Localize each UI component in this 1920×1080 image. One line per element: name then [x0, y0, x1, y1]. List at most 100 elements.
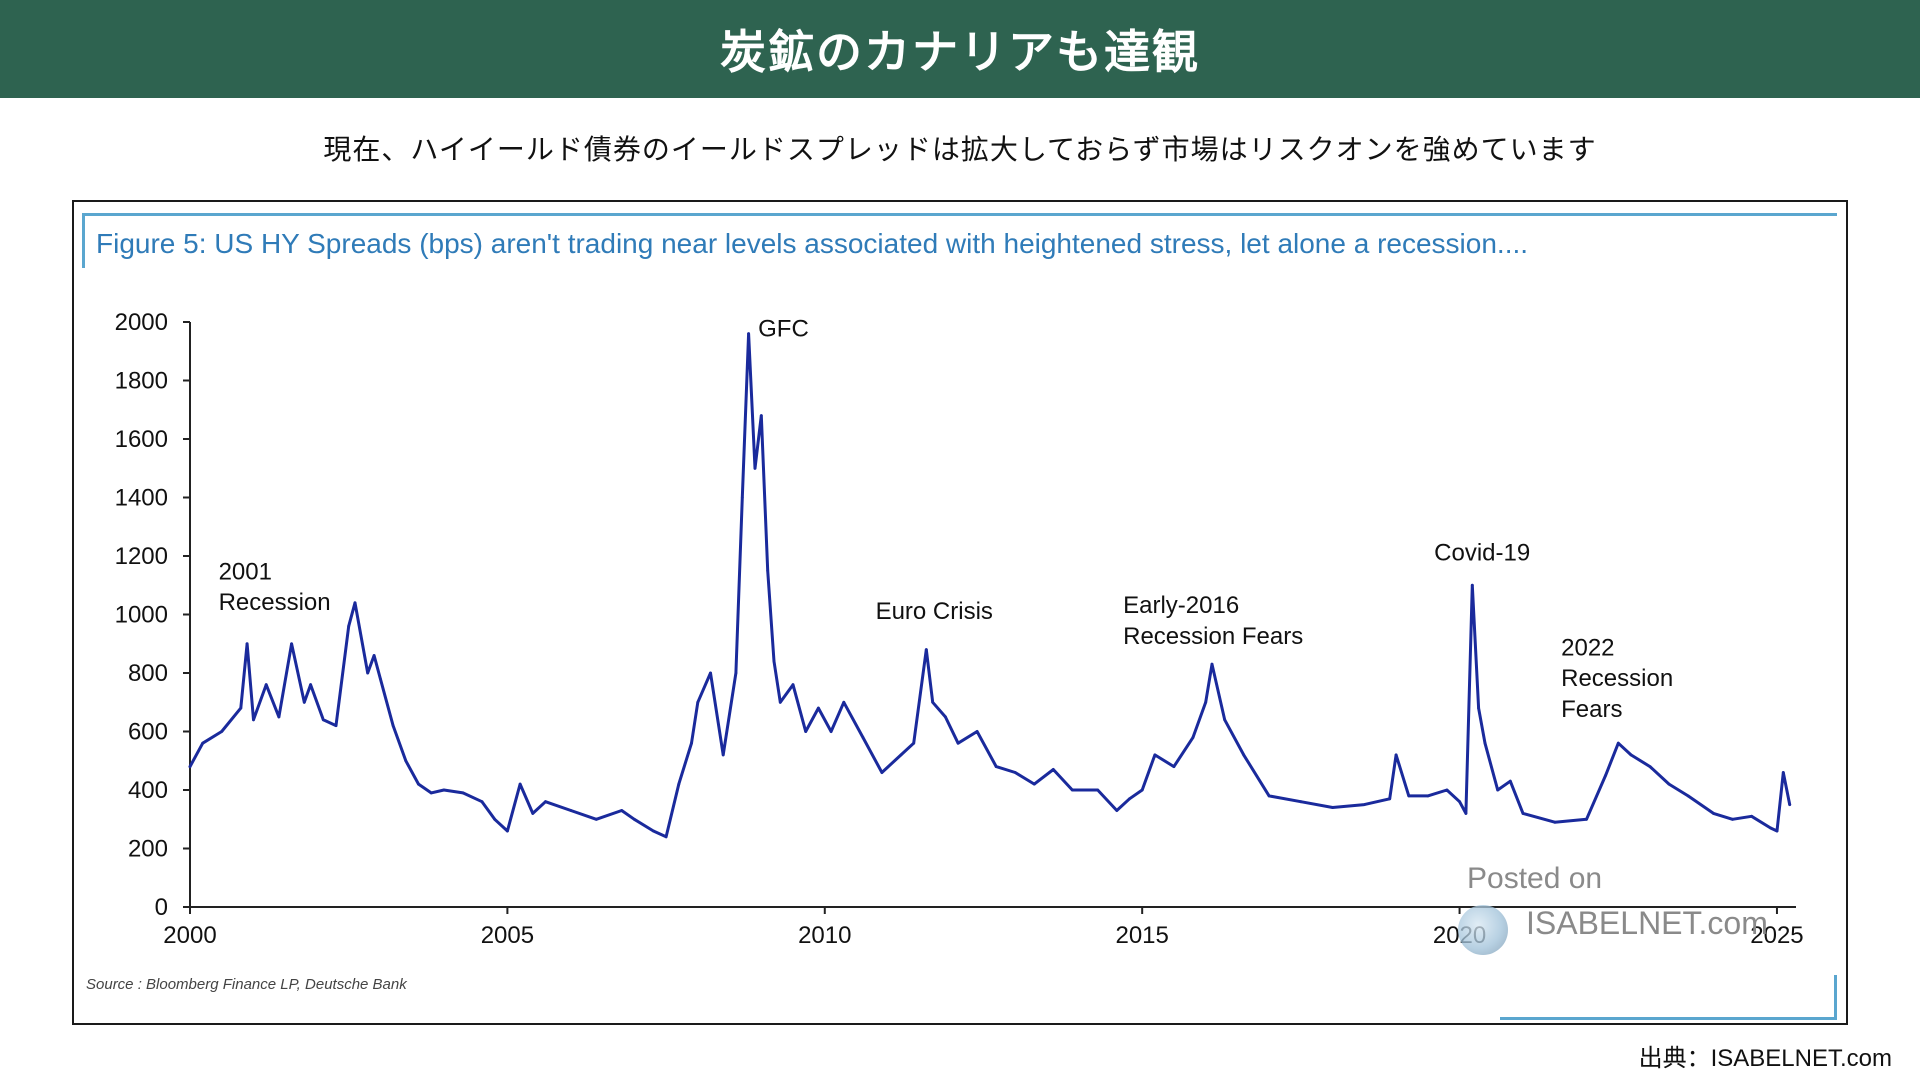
series-point: [1140, 788, 1144, 792]
event-annotation: Recession: [219, 589, 331, 616]
series-point: [1616, 741, 1620, 745]
series-point: [569, 809, 573, 812]
series-point: [804, 730, 808, 733]
series-point: [944, 715, 947, 719]
credit: 出典：ISABELNET.com: [1638, 1045, 1892, 1072]
series-point: [544, 800, 547, 804]
series-point: [391, 724, 395, 727]
event-annotation: 2001: [219, 558, 272, 585]
series-point: [721, 753, 725, 757]
event-annotation: Covid-19: [1434, 539, 1530, 566]
series-point: [817, 706, 820, 710]
y-tick-label: 1000: [115, 602, 168, 629]
y-tick-label: 400: [128, 777, 168, 804]
series-point: [334, 724, 338, 727]
series-point: [245, 642, 249, 646]
series-point: [1521, 812, 1525, 815]
series-point: [1426, 794, 1430, 798]
series-point: [690, 741, 693, 745]
series-point: [290, 642, 293, 646]
series-point: [1299, 800, 1303, 804]
series-point: [220, 730, 224, 733]
figure-bottom-rule: [1500, 1017, 1837, 1020]
figure-right-rule: [1834, 975, 1837, 1020]
series-point: [201, 741, 205, 745]
series-point: [772, 659, 776, 663]
series-point: [759, 414, 763, 417]
series-point: [1388, 797, 1392, 801]
series-point: [1769, 826, 1772, 830]
series-point: [1191, 736, 1195, 739]
series-point: [652, 829, 655, 833]
series-point: [880, 771, 884, 774]
y-tick-label: 200: [128, 836, 168, 863]
y-tick-label: 600: [128, 719, 168, 746]
series-point: [1629, 753, 1633, 757]
series-point: [1032, 782, 1036, 786]
series-point: [1223, 718, 1227, 722]
isabelnet-logo-icon: [1458, 905, 1508, 955]
series-point: [778, 700, 782, 704]
series-point: [1172, 765, 1176, 768]
series-point: [309, 683, 312, 687]
series-point: [829, 730, 833, 733]
page-title: 炭鉱のカナリアも達観: [0, 0, 1920, 98]
series-point: [1648, 765, 1652, 768]
series-point: [188, 765, 192, 768]
series-point: [1775, 829, 1779, 833]
x-tick-label: 2010: [798, 922, 851, 949]
series-point: [347, 624, 351, 628]
y-tick-label: 0: [155, 894, 168, 921]
series-point: [1242, 753, 1246, 757]
event-annotation: Fears: [1561, 696, 1622, 723]
series-point: [1470, 583, 1474, 587]
series-point: [1750, 814, 1753, 818]
series-point: [442, 788, 446, 792]
series-point: [677, 782, 681, 786]
figure-top-rule: [82, 213, 1837, 216]
series-point: [461, 791, 465, 795]
series-point: [1464, 812, 1468, 815]
series-point: [956, 741, 960, 745]
series-point: [1667, 782, 1671, 786]
series-point: [1477, 706, 1480, 710]
series-point: [994, 765, 998, 768]
series-point: [1585, 817, 1588, 821]
series-point: [1496, 788, 1500, 792]
x-tick-label: 2000: [163, 922, 216, 949]
y-tick-label: 1600: [115, 426, 168, 453]
event-annotation: GFC: [758, 316, 809, 343]
series-point: [620, 809, 624, 812]
series-point: [404, 759, 408, 763]
y-tick-label: 2000: [115, 309, 168, 336]
series-point: [1686, 794, 1690, 798]
watermark-posted-on: Posted on: [1467, 862, 1603, 895]
series-point: [1604, 774, 1607, 777]
series-point: [277, 715, 281, 719]
series-point: [1362, 803, 1366, 806]
series-point: [753, 466, 757, 470]
series-point: [1781, 771, 1785, 774]
event-annotation: Early-2016: [1123, 592, 1239, 619]
series-point: [912, 741, 916, 745]
series-point: [1013, 771, 1017, 774]
series-point: [1115, 809, 1119, 812]
event-annotation: Recession: [1561, 665, 1673, 692]
series-point: [353, 601, 357, 605]
series-point: [1788, 803, 1792, 806]
figure-frame: [72, 200, 1848, 1025]
series-point: [302, 700, 306, 704]
series-point: [321, 718, 325, 722]
event-annotation: Euro Crisis: [876, 598, 993, 625]
series-point: [531, 812, 535, 815]
series-point: [747, 332, 750, 336]
series-point: [899, 753, 903, 757]
series-point: [791, 683, 795, 687]
x-tick-label: 2015: [1115, 922, 1168, 949]
figure-title: Figure 5: US HY Spreads (bps) aren't tra…: [96, 228, 1529, 259]
series-point: [1458, 800, 1461, 804]
series-point: [417, 782, 420, 786]
series-point: [1096, 788, 1100, 792]
y-tick-label: 800: [128, 660, 168, 687]
